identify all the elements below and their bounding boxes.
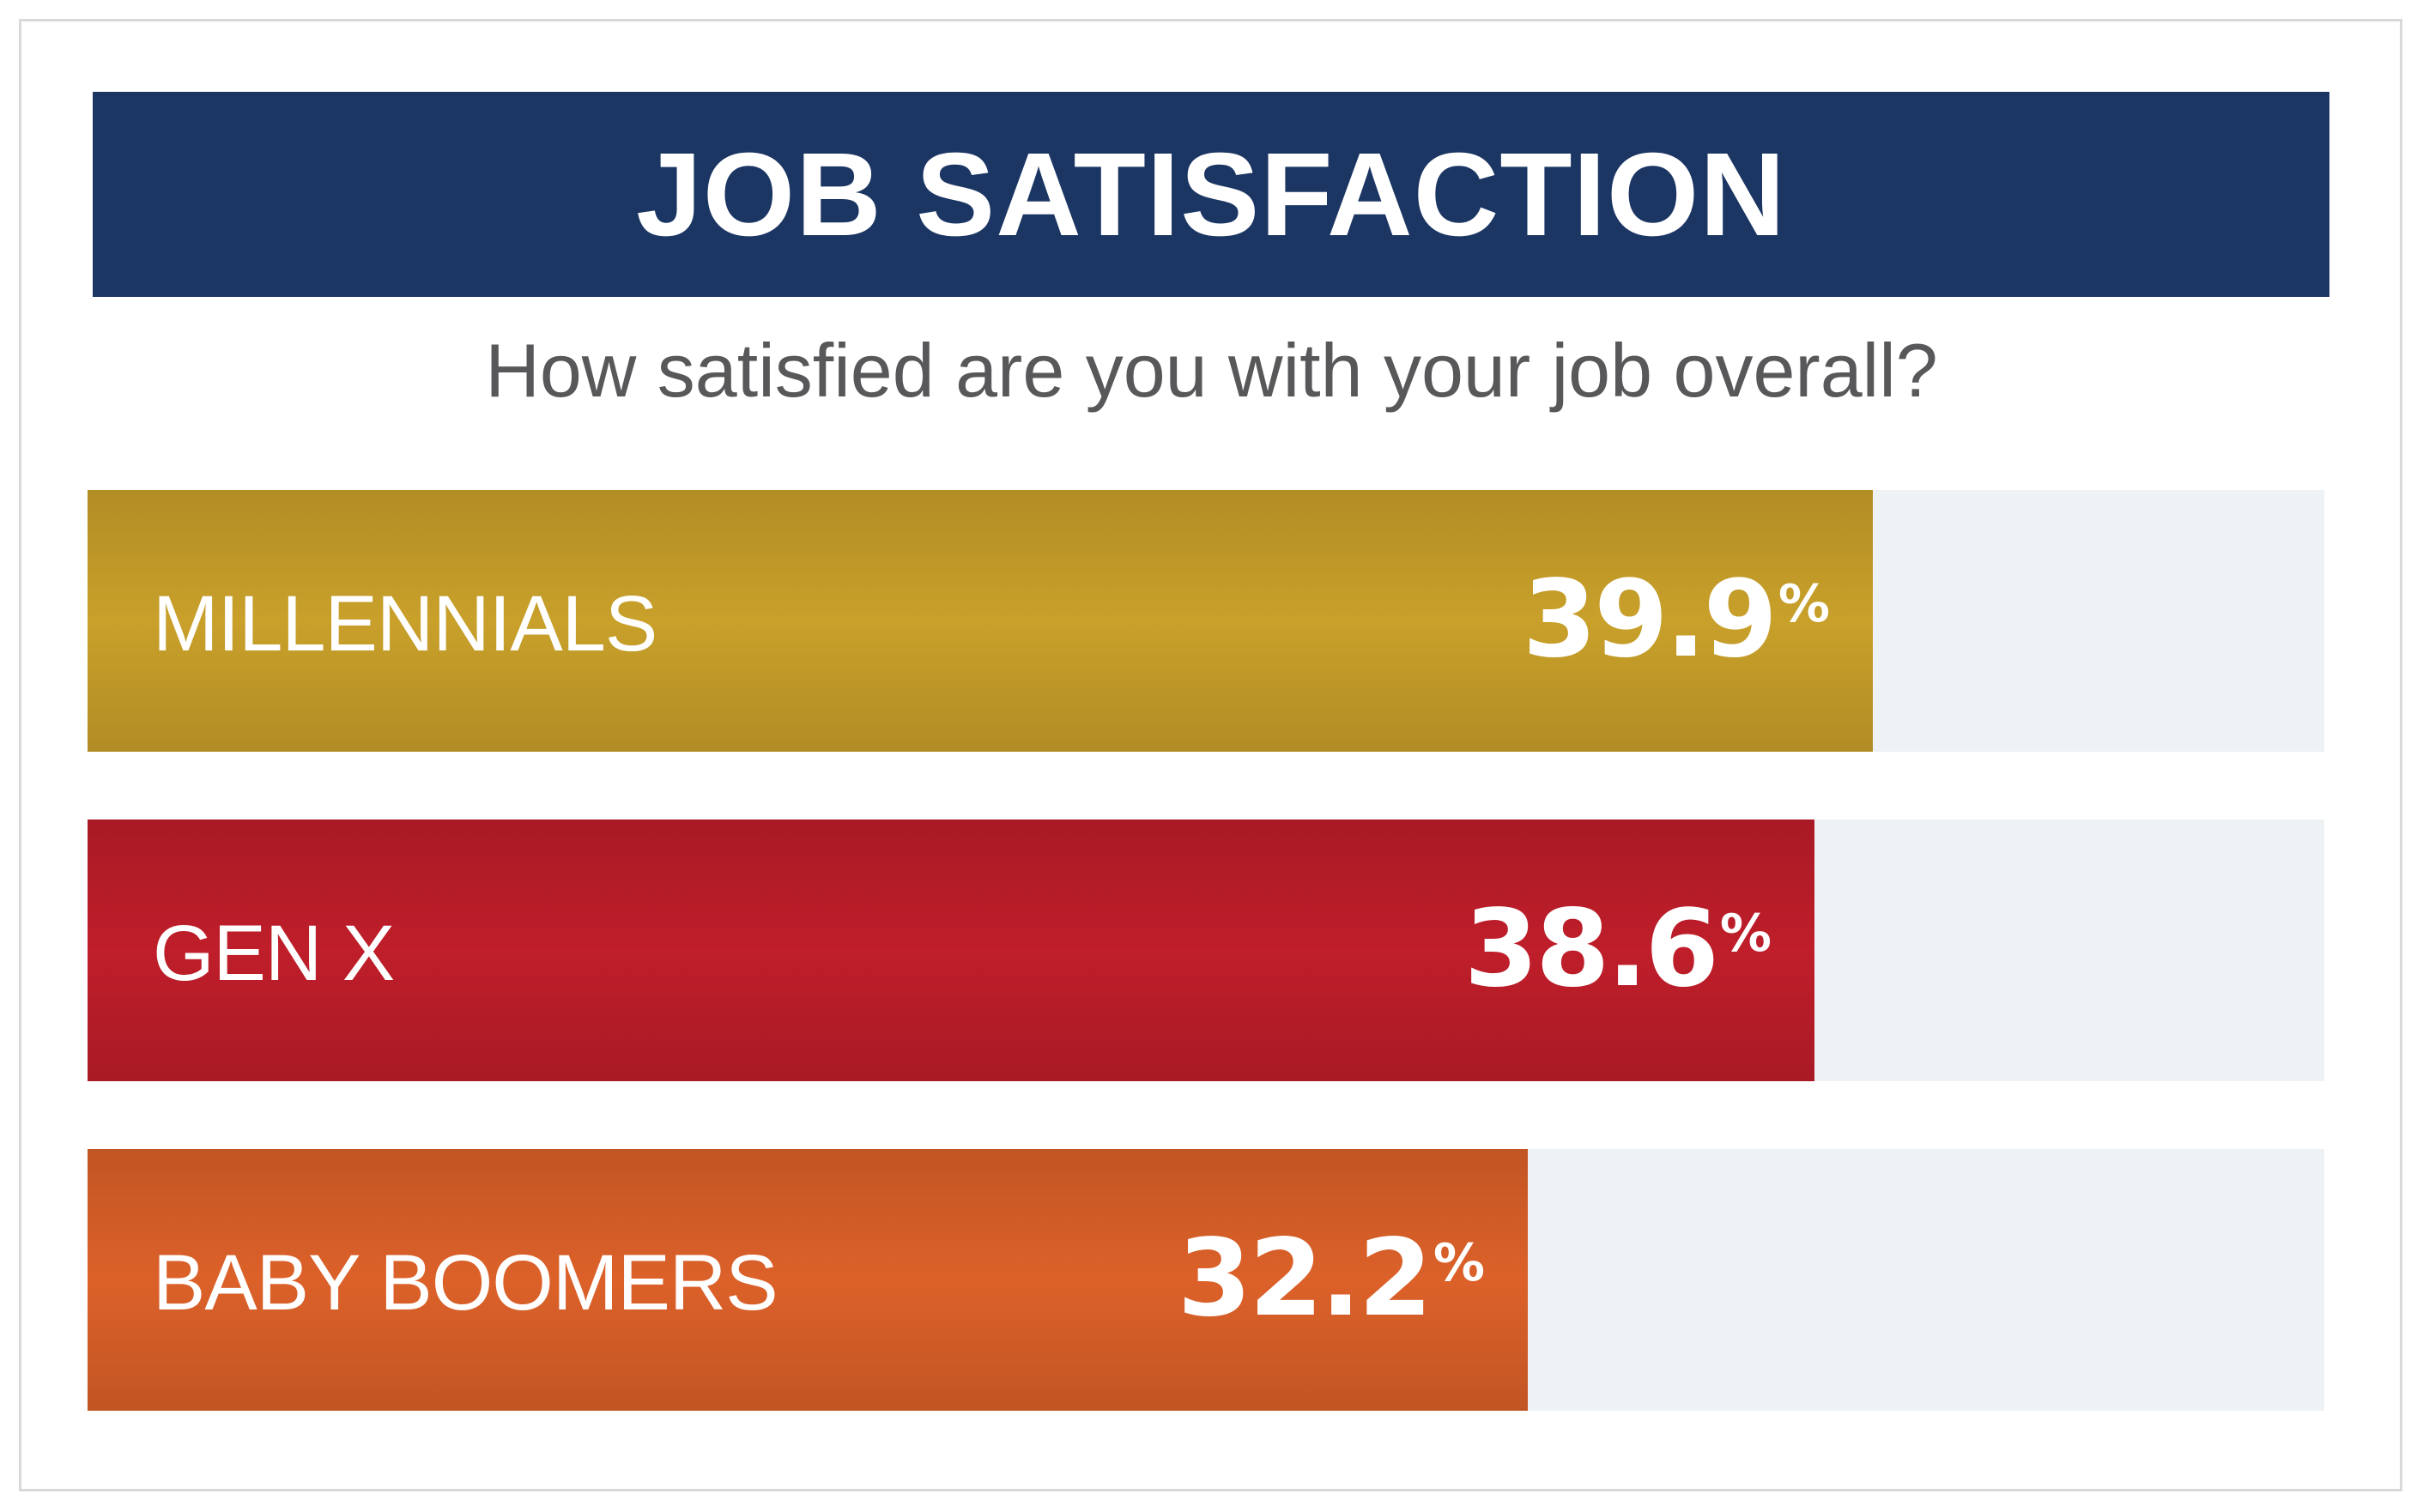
bar-track: BABY BOOMERS 32.2% <box>88 1149 2324 1411</box>
title-banner: JOB SATISFACTION <box>93 92 2329 297</box>
bar-category-label: GEN X <box>153 910 395 997</box>
chart-subtitle: How satisfied are you with your job over… <box>485 328 1938 413</box>
bar <box>88 1149 1528 1411</box>
bar-track: GEN X 38.6% <box>88 820 2324 1081</box>
bar-value-number: 32.2 <box>1177 1216 1433 1340</box>
bar-value-number: 39.9 <box>1522 557 1778 681</box>
bar-value-unit: % <box>1778 574 1830 634</box>
bar-value-label: 39.9% <box>1523 490 1830 752</box>
chart-title: JOB SATISFACTION <box>636 128 1786 261</box>
bar-value-label: 32.2% <box>1178 1149 1485 1411</box>
bar-value-label: 38.6% <box>1464 820 1772 1081</box>
bar-track: MILLENNIALS 39.9% <box>88 490 2324 752</box>
bar-value-number: 38.6 <box>1463 886 1719 1011</box>
bar-category-label: BABY BOOMERS <box>153 1239 778 1327</box>
bar-value-unit: % <box>1433 1233 1485 1293</box>
bar <box>88 490 1873 752</box>
bar-category-label: MILLENNIALS <box>153 580 657 668</box>
bar-value-unit: % <box>1719 904 1772 964</box>
bar <box>88 820 1814 1081</box>
